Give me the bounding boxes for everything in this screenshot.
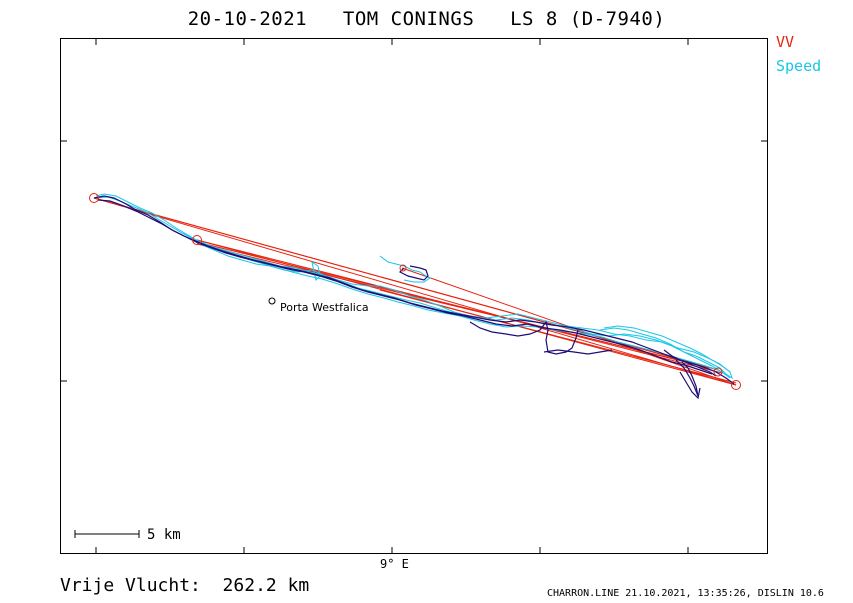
scale-bar-label: 5 km — [147, 527, 181, 543]
track-vv — [93, 197, 737, 386]
track-speed — [95, 193, 733, 380]
legend-vv: VV — [776, 33, 795, 51]
axis-ticks — [60, 38, 768, 554]
turnpoints — [89, 193, 741, 390]
credit-label: CHARRON.LINE 21.10.2021, 13:35:26, DISLI… — [547, 588, 824, 599]
turnpoint-start — [89, 193, 99, 203]
turnpoint-3 — [399, 264, 407, 272]
place-label: Porta Westfalica — [280, 301, 369, 314]
x-axis-label: 9° E — [380, 557, 409, 571]
track-raw — [93, 195, 735, 400]
turnpoint-2 — [192, 235, 202, 245]
turnpoint-4 — [713, 367, 723, 377]
map-title: 20-10-2021 TOM CONINGS LS 8 (D-7940) — [187, 8, 666, 30]
distance-label: Vrije Vlucht: 262.2 km — [60, 575, 310, 596]
map-frame — [60, 38, 768, 554]
legend-speed: Speed — [776, 57, 822, 75]
place-marker — [268, 297, 276, 305]
scale-bar — [74, 530, 140, 538]
turnpoint-end — [731, 380, 741, 390]
